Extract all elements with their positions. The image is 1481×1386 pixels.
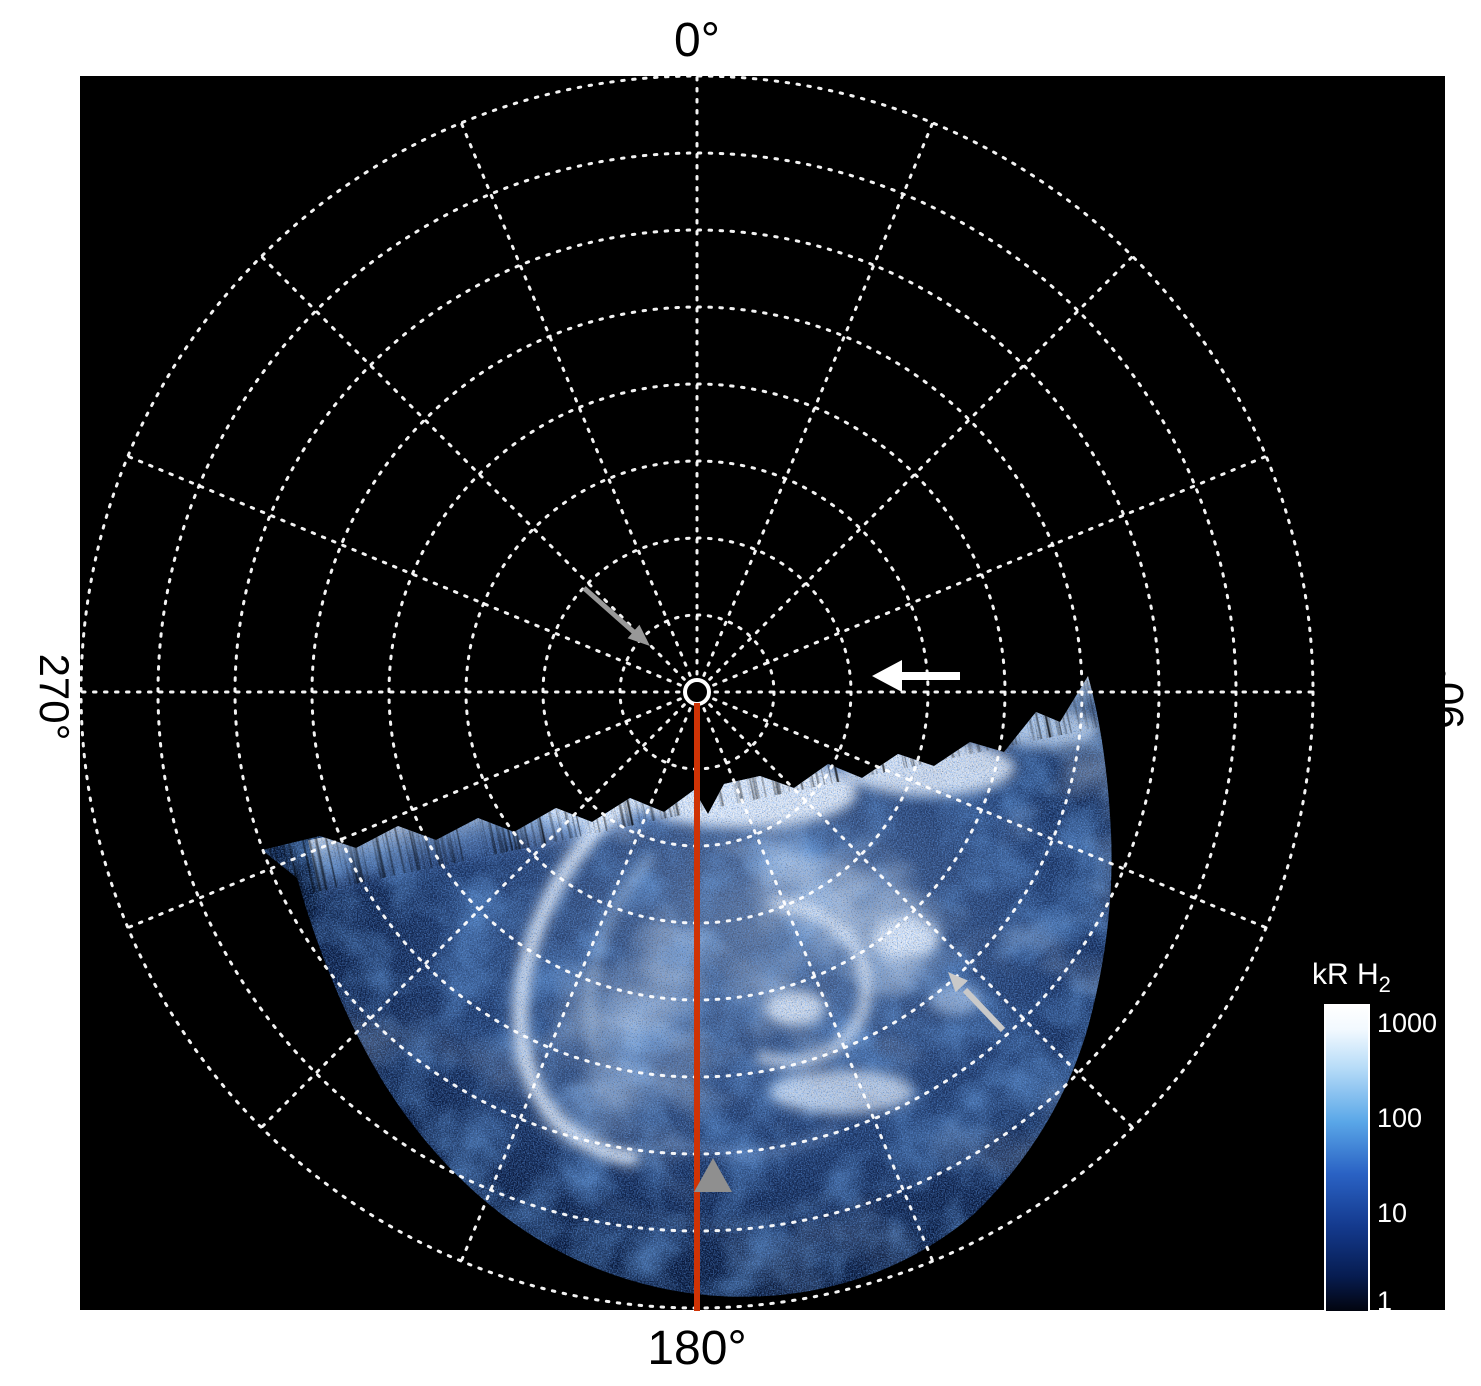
- colorbar-tick-1000: 1000: [1377, 1008, 1437, 1038]
- angle-label-left: 270°: [31, 654, 78, 741]
- gray-arrow-lower-right-icon: [948, 972, 1006, 1033]
- colorbar-tick-10: 10: [1377, 1198, 1407, 1228]
- angle-label-top: 0°: [674, 14, 720, 67]
- annotation-arrows: [582, 586, 1006, 1192]
- colorbar-gradient-bar: [1324, 1004, 1370, 1313]
- white-arrow-left-pointing-icon: [872, 660, 960, 692]
- polar-grid: [79, 74, 1315, 1310]
- colorbar-title: kR H2: [1312, 958, 1391, 997]
- gray-arrow-upper-left-icon: [582, 586, 650, 646]
- colorbar-tick-1: 1: [1377, 1286, 1392, 1316]
- colorbar-tick-100: 100: [1377, 1103, 1422, 1133]
- colorbar: kR H2 1000 100 10 1: [1312, 958, 1437, 1316]
- angle-label-bottom: 180°: [647, 1322, 746, 1375]
- gray-triangle-marker-icon: [694, 1158, 732, 1192]
- pole-marker: [683, 678, 711, 706]
- angle-label-right: 90°: [1425, 665, 1472, 729]
